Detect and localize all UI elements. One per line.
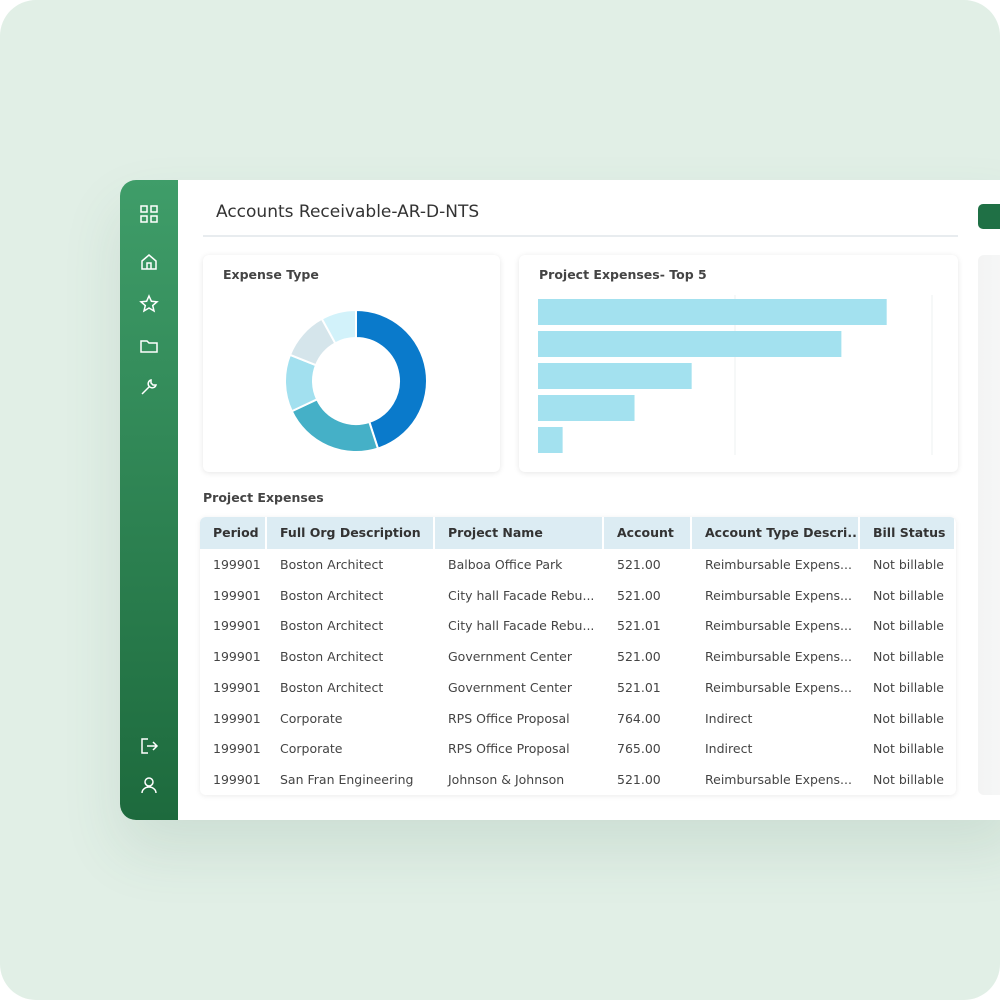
table-cell: Government Center (448, 679, 572, 695)
table-cell: Government Center (448, 649, 572, 665)
table-cell: Indirect (705, 710, 753, 726)
table-cell: 199901 (213, 741, 261, 757)
bar (538, 363, 692, 389)
column-header: Account Type Descri... (692, 517, 860, 549)
table-cell: Not billable (873, 679, 944, 695)
divider (203, 235, 958, 237)
table-cell: Not billable (873, 649, 944, 665)
table-cell: 521.01 (617, 679, 661, 695)
table-cell: 521.00 (617, 771, 661, 787)
table-cell: 521.00 (617, 649, 661, 665)
table-cell: Corporate (280, 710, 343, 726)
table-cell: RPS Office Proposal (448, 710, 570, 726)
logout-icon[interactable] (139, 736, 159, 756)
table-cell: 521.00 (617, 587, 661, 603)
table-cell: 199901 (213, 771, 261, 787)
donut-segment (290, 397, 380, 453)
table-cell: San Fran Engineering (280, 771, 414, 787)
bar-chart (538, 295, 933, 455)
column-header: Project Name (435, 517, 604, 549)
table-cell: Boston Architect (280, 618, 384, 634)
column-header: Account (604, 517, 692, 549)
user-icon[interactable] (139, 775, 159, 795)
table-cell: Indirect (705, 741, 753, 757)
bar (538, 299, 887, 325)
donut-segment (320, 308, 357, 345)
folder-icon[interactable] (139, 336, 159, 356)
table-cell: Not billable (873, 771, 944, 787)
star-icon[interactable] (139, 294, 159, 314)
table-cell: Reimbursable Expens... (705, 679, 852, 695)
side-panel (978, 255, 1000, 795)
sidebar (120, 180, 178, 820)
table-cell: Balboa Office Park (448, 557, 563, 572)
table-cell: City hall Facade Rebu... (448, 587, 595, 603)
table-cell: Reimbursable Expens... (705, 771, 852, 787)
table-cell: Boston Architect (280, 679, 384, 695)
bar (538, 427, 563, 453)
page-title: Accounts Receivable-AR-D-NTS (216, 202, 480, 222)
table-cell: Reimbursable Expens... (705, 557, 852, 572)
table-cell: Reimbursable Expens... (705, 587, 852, 603)
table-cell: Boston Architect (280, 587, 384, 603)
table-cell: Not billable (873, 710, 944, 726)
table-cell: 764.00 (617, 710, 661, 726)
table-cell: 199901 (213, 710, 261, 726)
table-cell: Corporate (280, 741, 343, 757)
table-cell: Boston Architect (280, 557, 384, 572)
table-cell: 521.01 (617, 618, 661, 634)
tools-icon[interactable] (139, 377, 159, 397)
panel-title: Project Expenses- Top 5 (539, 267, 707, 282)
table-cell: Not billable (873, 587, 944, 603)
grid-icon[interactable] (139, 204, 159, 224)
table-cell: 199901 (213, 649, 261, 665)
table-cell: RPS Office Proposal (448, 741, 570, 757)
home-icon[interactable] (139, 252, 159, 272)
bar (538, 395, 635, 421)
table-cell: 199901 (213, 587, 261, 603)
table-cell: Not billable (873, 618, 944, 634)
donut-segment (355, 308, 428, 450)
column-header: Bill Status (860, 517, 956, 549)
app-window: Accounts Receivable-AR-D-NTS Expense Typ… (120, 180, 1000, 820)
table-cell: Not billable (873, 557, 944, 572)
column-header: Period (200, 517, 267, 549)
bar-panel: Project Expenses- Top 5 (519, 255, 958, 472)
table-cell: 199901 (213, 557, 261, 572)
table-cell: Reimbursable Expens... (705, 649, 852, 665)
donut-panel: Expense Type (203, 255, 500, 472)
bar (538, 331, 842, 357)
table-cell: 199901 (213, 679, 261, 695)
table-cell: 765.00 (617, 741, 661, 757)
table-cell: City hall Facade Rebu... (448, 618, 595, 634)
table-title: Project Expenses (203, 490, 324, 505)
table-cell: 199901 (213, 618, 261, 634)
table-cell: Not billable (873, 741, 944, 757)
data-table: Period Full Org Description Project Name Ac… (200, 517, 956, 795)
action-button[interactable] (978, 204, 1000, 229)
table-cell: Reimbursable Expens... (705, 618, 852, 634)
table-cell: Johnson & Johnson (448, 771, 565, 787)
panel-title: Expense Type (223, 267, 319, 282)
donut-chart (284, 308, 428, 453)
table-cell: 521.00 (617, 557, 661, 572)
column-header: Full Org Description (267, 517, 435, 549)
table-cell: Boston Architect (280, 649, 384, 665)
